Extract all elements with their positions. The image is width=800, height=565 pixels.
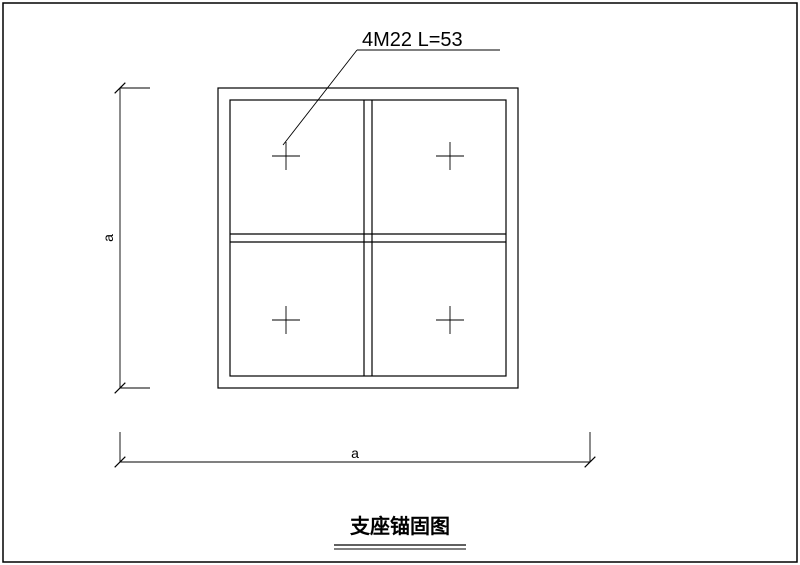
plate-outer <box>218 88 518 388</box>
annotation-leader <box>283 50 357 145</box>
drawing-canvas: 4M22 L=53 a a 支座锚固图 <box>0 0 800 565</box>
plate-inner <box>230 100 506 376</box>
dim-left-label: a <box>100 234 116 242</box>
drawing-title: 支座锚固图 <box>350 514 450 538</box>
annotation-text: 4M22 L=53 <box>362 29 463 51</box>
page-border <box>3 3 797 562</box>
dim-bottom-label: a <box>351 445 359 461</box>
